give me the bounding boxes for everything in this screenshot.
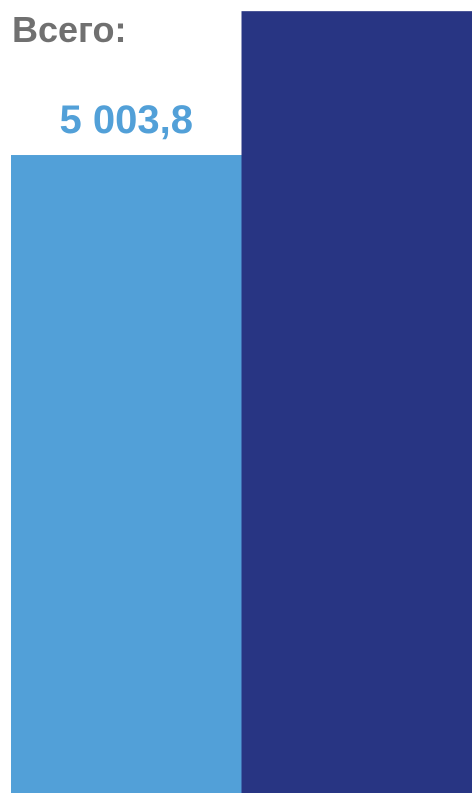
bar-value-label-1: 5 003,8 <box>60 98 193 142</box>
bar-2 <box>241 11 472 793</box>
total-label: Всего: <box>12 9 127 50</box>
bar-1 <box>11 155 242 793</box>
